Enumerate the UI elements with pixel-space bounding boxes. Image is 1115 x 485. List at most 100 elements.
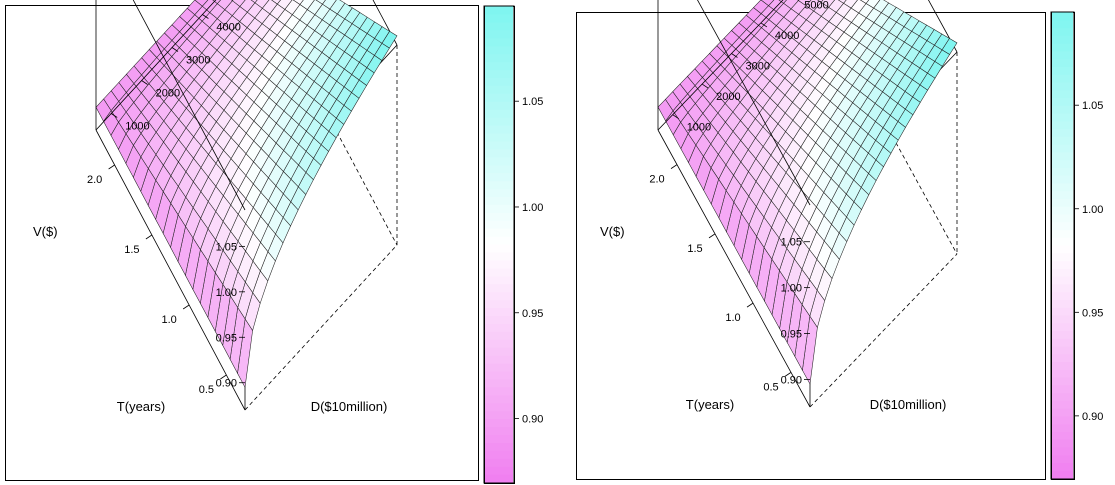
colorkey-segment: [485, 370, 513, 380]
colorkey-segment: [485, 394, 513, 404]
y-axis-label: D($10million): [870, 397, 947, 412]
colorkey-segment: [485, 21, 513, 31]
colorkey-segment: [485, 93, 513, 102]
colorkey-segment: [485, 156, 513, 166]
colorkey-segment: [1052, 27, 1073, 36]
colorkey-segment: [485, 355, 513, 364]
colorkey-segment: [485, 125, 513, 134]
colorkey-segment: [1052, 377, 1073, 386]
colorkey-segment: [485, 29, 513, 39]
x-tick-label: 1.5: [687, 243, 702, 255]
colorkey-segment: [485, 410, 513, 420]
box-edge: [657, 129, 811, 408]
colorkey-segment: [485, 101, 513, 110]
z-tick-label: 1.00: [781, 283, 802, 295]
colorkey-segment: [485, 244, 513, 253]
colorkey-segment: [1052, 353, 1073, 363]
box-edge-hidden: [809, 253, 958, 408]
x-tick-label: 2.0: [649, 174, 664, 186]
x-tick-mark: [708, 233, 716, 239]
colorkey-border: [1050, 11, 1075, 480]
colorkey-segment: [1052, 136, 1073, 145]
y-tick-label: 3000: [746, 61, 770, 73]
x-tick-label: 0.5: [199, 384, 214, 396]
colorkey-segment: [1052, 206, 1073, 215]
x-tick-label: 2.0: [87, 174, 102, 186]
colorkey-segment: [485, 323, 513, 332]
colorkey-segment: [485, 426, 513, 435]
colorkey-segment: [1052, 159, 1073, 168]
colorkey-segment: [1052, 462, 1073, 471]
x-tick-mark: [784, 372, 792, 377]
colorkey-segment: [1052, 330, 1073, 339]
colorkey-segment: [485, 458, 513, 467]
box-edge: [697, 0, 811, 206]
z-tick-label: 0.95: [216, 332, 237, 344]
colorkey-segment: [485, 315, 513, 324]
colorkey-segment: [485, 220, 513, 229]
colorkey-segment: [485, 196, 513, 205]
colorkey-segment: [1052, 43, 1073, 52]
colorkey-segment: [1052, 237, 1073, 246]
y-tick-mark: [760, 22, 768, 28]
box-edge-hidden: [244, 244, 398, 411]
colorkey-segment: [485, 434, 513, 443]
colorkey-segment: [485, 164, 513, 174]
y-tick-mark: [202, 14, 209, 19]
colorkey-segment: [1052, 58, 1073, 67]
colorkey-segment: [1052, 97, 1073, 106]
colorkey-segment: [1052, 12, 1073, 21]
colorkey-segment: [485, 283, 513, 293]
x-tick-mark: [746, 302, 754, 308]
surface-cell: [657, 98, 674, 122]
colorkey-segment: [485, 45, 513, 55]
box-edge: [928, 0, 958, 53]
colorkey-segment: [485, 77, 513, 86]
colorkey-segment: [1052, 19, 1073, 29]
colorkey-segment: [485, 347, 513, 356]
colorkey-segment: [1052, 221, 1073, 231]
colorkey-segment: [485, 212, 513, 221]
colorkey-segment: [485, 474, 513, 483]
z-axis-label: V($): [33, 224, 58, 239]
box-edge: [95, 129, 246, 411]
colorkey-segment: [1052, 431, 1073, 440]
y-tick-label: 1000: [125, 121, 149, 133]
colorkey-segment: [1052, 120, 1073, 130]
colorkey-segment: [1052, 369, 1073, 378]
y-tick-label: 5000: [804, 0, 828, 11]
colorkey-tick-label: 1.05: [1082, 100, 1103, 112]
z-tick-label: 0.95: [781, 329, 802, 341]
colorkey-segment: [1052, 81, 1073, 91]
y-tick-mark: [701, 83, 709, 89]
colorkey-tick-label: 0.95: [522, 308, 543, 320]
colorkey-segment: [1052, 167, 1073, 176]
y-tick-mark: [672, 114, 679, 120]
colorkey-segment: [1052, 454, 1073, 464]
colorkey-segment: [485, 53, 513, 63]
colorkey-segment: [485, 339, 513, 348]
surface-cell: [778, 0, 787, 4]
colorkey-segment: [485, 188, 513, 197]
colorkey-segment: [1052, 470, 1073, 479]
x-axis-label: T(years): [686, 397, 734, 412]
colorkey-segment: [485, 386, 513, 396]
colorkey-segment: [485, 228, 513, 237]
y-tick-mark: [171, 47, 179, 52]
x-tick-label: 1.5: [124, 244, 139, 256]
y-axis-label: D($10million): [311, 399, 388, 414]
colorkey-segment: [485, 331, 513, 340]
colorkey-segment: [1052, 66, 1073, 75]
colorkey-tick-label: 1.00: [522, 202, 543, 214]
colorkey-segment: [485, 204, 513, 213]
x-tick-mark: [108, 164, 115, 170]
z-tick-label: 1.05: [216, 241, 237, 253]
colorkey-segment: [1052, 112, 1073, 122]
colorkey-segment: [1052, 245, 1073, 254]
y-tick-label: 1000: [687, 122, 711, 134]
colorkey-segment: [1052, 322, 1073, 332]
colorkey-segment: [485, 466, 513, 475]
colorkey-segment: [1052, 190, 1073, 199]
surface-chart-2: 0.90 0.95 1.00 1.05 V($) 0.5 1.0 1.5 2.0 T(years)…: [600, 0, 1103, 480]
colorkey-segment: [1052, 392, 1073, 401]
